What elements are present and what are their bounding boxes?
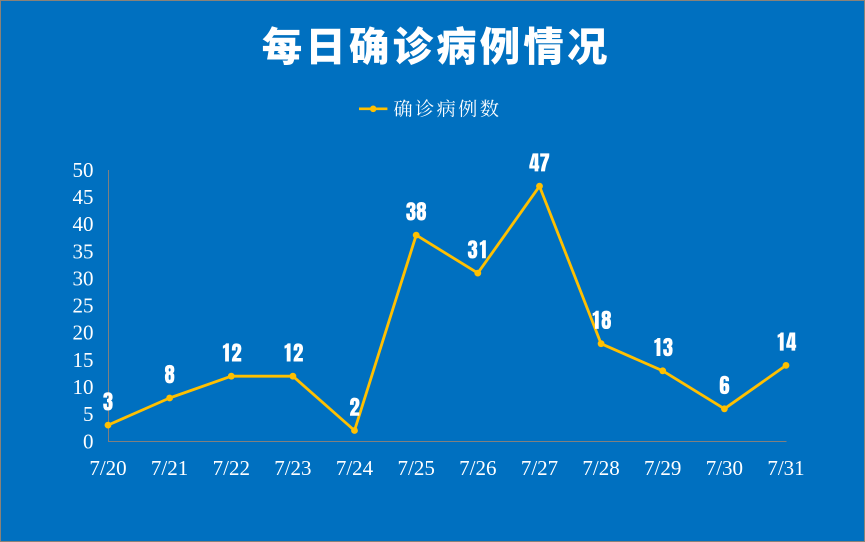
svg-text:7/31: 7/31 [767, 456, 804, 480]
svg-text:7/28: 7/28 [582, 456, 619, 480]
svg-text:7/26: 7/26 [459, 456, 496, 480]
svg-text:7/21: 7/21 [151, 456, 188, 480]
svg-text:10: 10 [73, 375, 94, 399]
svg-text:20: 20 [73, 321, 94, 345]
svg-text:7/24: 7/24 [336, 456, 374, 480]
svg-text:7/20: 7/20 [89, 456, 126, 480]
svg-text:7/22: 7/22 [213, 456, 250, 480]
svg-text:50: 50 [73, 158, 94, 182]
svg-text:25: 25 [73, 294, 94, 318]
svg-text:45: 45 [73, 185, 94, 209]
svg-text:30: 30 [73, 266, 94, 290]
svg-text:7/23: 7/23 [274, 456, 311, 480]
svg-text:7/27: 7/27 [521, 456, 558, 480]
svg-text:40: 40 [73, 212, 94, 236]
svg-text:15: 15 [73, 348, 94, 372]
svg-text:35: 35 [73, 239, 94, 263]
svg-text:0: 0 [83, 429, 94, 453]
svg-text:5: 5 [83, 402, 94, 426]
svg-text:7/25: 7/25 [398, 456, 435, 480]
svg-text:7/30: 7/30 [706, 456, 743, 480]
svg-text:7/29: 7/29 [644, 456, 681, 480]
